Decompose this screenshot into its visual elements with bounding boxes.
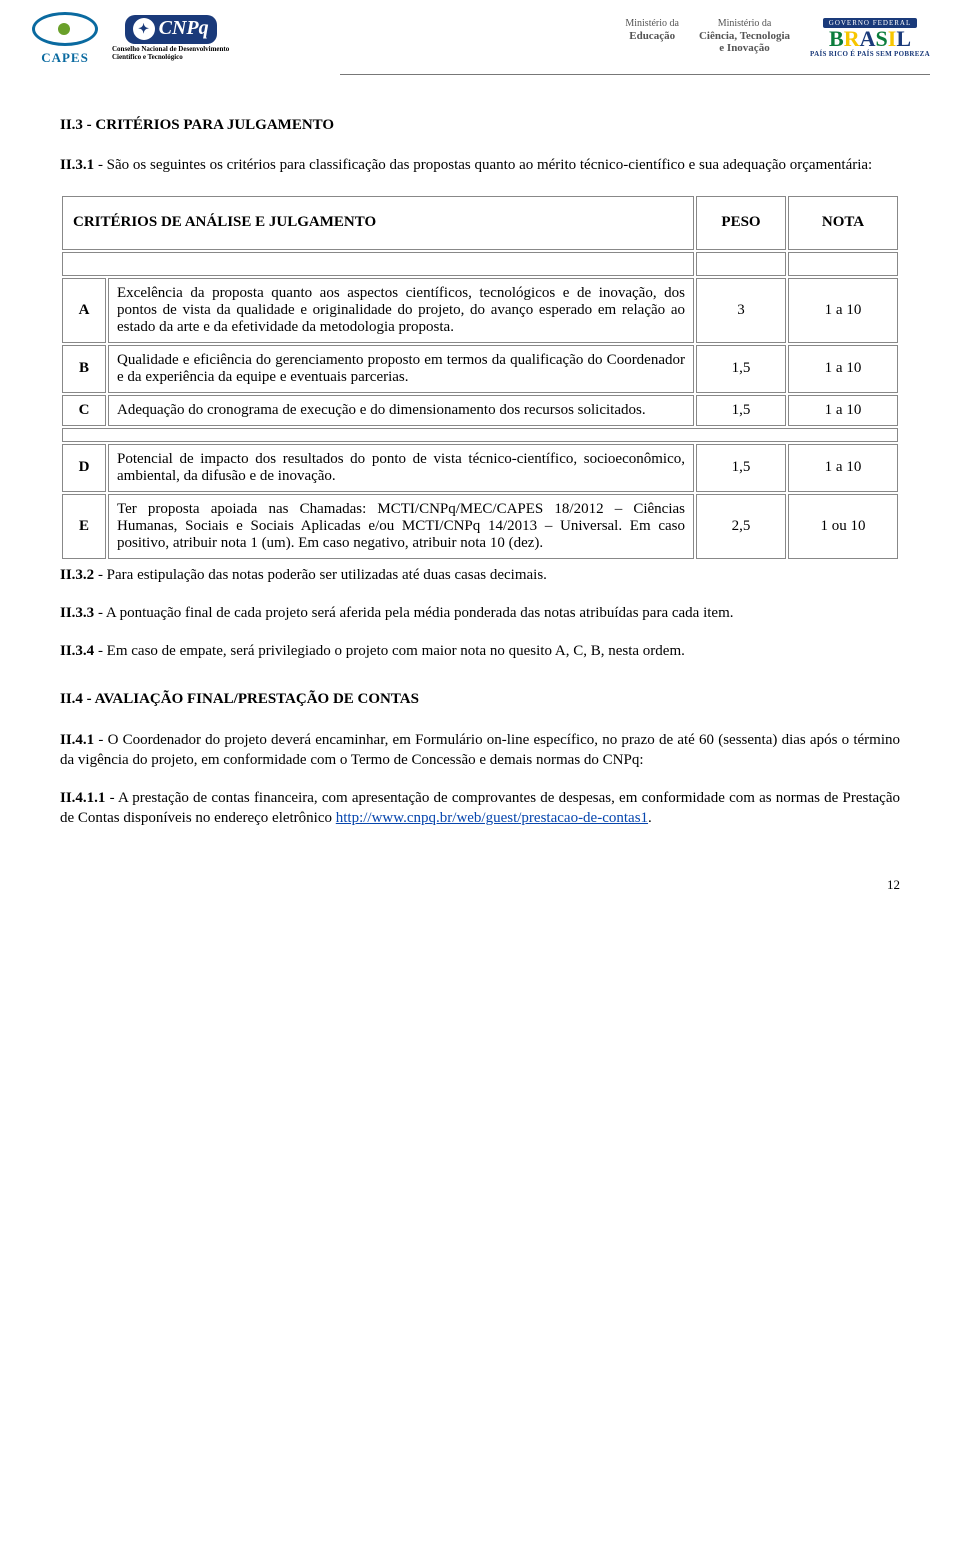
- cell-peso: 1,5: [696, 444, 786, 492]
- cell-nota: 1 a 10: [788, 278, 898, 343]
- brasil-text: BRASIL: [829, 28, 911, 50]
- cell-letter: D: [62, 444, 106, 492]
- cell-peso: 1,5: [696, 345, 786, 393]
- p-II32: II.3.2 - Para estipulação das notas pode…: [60, 565, 900, 585]
- section-II3-title: II.3 - CRITÉRIOS PARA JULGAMENTO: [60, 115, 900, 135]
- cell-desc: Potencial de impacto dos resultados do p…: [108, 444, 694, 492]
- cell-letter: A: [62, 278, 106, 343]
- cnpq-sublabel: Conselho Nacional de DesenvolvimentoCien…: [112, 46, 229, 61]
- page-header: CAPES ✦ CNPq Conselho Nacional de Desenv…: [0, 0, 960, 74]
- ministry-educacao: Ministério da Educação: [625, 18, 679, 42]
- p-II33: II.3.3 - A pontuação final de cada proje…: [60, 603, 900, 623]
- cell-peso: 2,5: [696, 494, 786, 559]
- cell-desc: Qualidade e eficiência do gerenciamento …: [108, 345, 694, 393]
- cell-peso: 3: [696, 278, 786, 343]
- cell-desc: Ter proposta apoiada nas Chamadas: MCTI/…: [108, 494, 694, 559]
- cell-nota: 1 a 10: [788, 395, 898, 426]
- cell-letter: E: [62, 494, 106, 559]
- th-nota: NOTA: [788, 196, 898, 250]
- section-II4-title: II.4 - AVALIAÇÃO FINAL/PRESTAÇÃO DE CONT…: [60, 689, 900, 709]
- table-row: A Excelência da proposta quanto aos aspe…: [62, 278, 898, 343]
- table-row: C Adequação do cronograma de execução e …: [62, 395, 898, 426]
- cell-desc: Excelência da proposta quanto aos aspect…: [108, 278, 694, 343]
- cell-nota: 1 a 10: [788, 345, 898, 393]
- cell-nota: 1 a 10: [788, 444, 898, 492]
- capes-eye-icon: [30, 10, 100, 50]
- p-II41: II.4.1 - O Coordenador do projeto deverá…: [60, 730, 900, 771]
- page-content: II.3 - CRITÉRIOS PARA JULGAMENTO II.3.1 …: [0, 75, 960, 877]
- criteria-table: CRITÉRIOS DE ANÁLISE E JULGAMENTO PESO N…: [60, 194, 900, 561]
- p-II411: II.4.1.1 - A prestação de contas finance…: [60, 788, 900, 829]
- page-number: 12: [0, 877, 960, 913]
- bulb-icon: ✦: [133, 18, 155, 40]
- prestacao-contas-link[interactable]: http://www.cnpq.br/web/guest/prestacao-d…: [336, 810, 648, 826]
- table-row: B Qualidade e eficiência do gerenciament…: [62, 345, 898, 393]
- th-criterios: CRITÉRIOS DE ANÁLISE E JULGAMENTO: [62, 196, 694, 250]
- p-II34: II.3.4 - Em caso de empate, será privile…: [60, 641, 900, 661]
- p-II31: II.3.1 - São os seguintes os critérios p…: [60, 155, 900, 175]
- th-peso: PESO: [696, 196, 786, 250]
- table-header-row: CRITÉRIOS DE ANÁLISE E JULGAMENTO PESO N…: [62, 196, 898, 250]
- p-II411-post: .: [648, 810, 652, 826]
- brasil-subtitle: PAÍS RICO É PAÍS SEM POBREZA: [810, 50, 930, 58]
- cell-letter: B: [62, 345, 106, 393]
- ministry-ciencia: Ministério da Ciência, Tecnologiae Inova…: [699, 18, 790, 55]
- capes-logo: CAPES: [30, 10, 100, 66]
- cell-peso: 1,5: [696, 395, 786, 426]
- ministry-block: Ministério da Educação Ministério da Ciê…: [625, 18, 930, 58]
- cnpq-label: CNPq: [159, 17, 209, 40]
- cell-letter: C: [62, 395, 106, 426]
- table-row: D Potencial de impacto dos resultados do…: [62, 444, 898, 492]
- cell-desc: Adequação do cronograma de execução e do…: [108, 395, 694, 426]
- table-spacer-row: [62, 252, 898, 276]
- table-row: E Ter proposta apoiada nas Chamadas: MCT…: [62, 494, 898, 559]
- cell-nota: 1 ou 10: [788, 494, 898, 559]
- brasil-logo: GOVERNO FEDERAL BRASIL PAÍS RICO É PAÍS …: [810, 18, 930, 58]
- cnpq-logo: ✦ CNPq Conselho Nacional de Desenvolvime…: [112, 15, 229, 61]
- capes-label: CAPES: [41, 50, 89, 66]
